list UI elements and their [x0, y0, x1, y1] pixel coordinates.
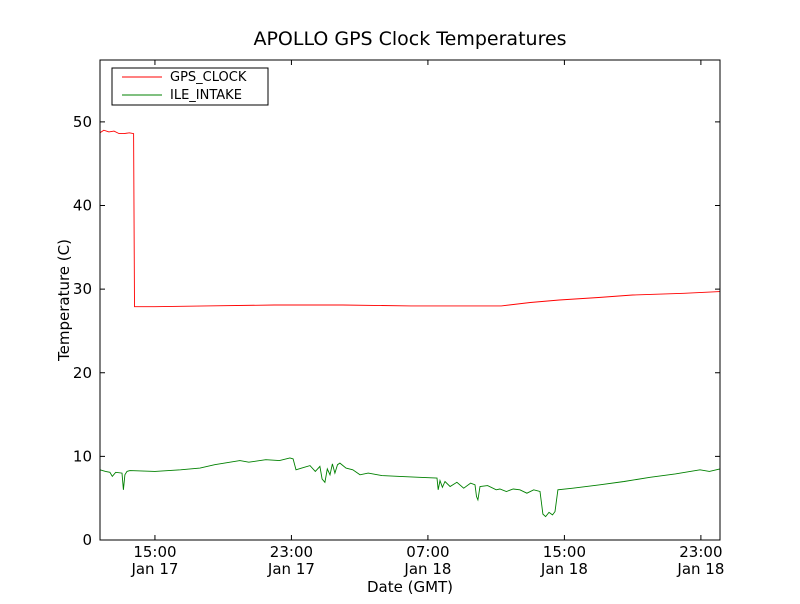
series-line-gps-clock	[99, 129, 721, 308]
x-tick-date-label: Jan 18	[540, 560, 588, 578]
legend-box	[111, 67, 269, 106]
y-tick-label: 0	[82, 531, 92, 549]
x-tick-date-label: Jan 17	[130, 560, 178, 578]
x-tick-label: 15:00	[133, 543, 176, 561]
legend-label-ile-intake: ILE_INTAKE	[170, 88, 242, 103]
y-axis-label: Temperature (C)	[55, 239, 73, 362]
legend: GPS_CLOCK ILE_INTAKE	[111, 67, 269, 106]
x-tick-label: 23:00	[679, 543, 722, 561]
y-tick-label: 30	[73, 280, 92, 298]
x-tick-date-label: Jan 18	[676, 560, 724, 578]
x-axis-label: Date (GMT)	[367, 578, 453, 596]
legend-label-gps-clock: GPS_CLOCK	[170, 70, 247, 85]
x-tick-date-label: Jan 17	[267, 560, 315, 578]
x-tick-label: 15:00	[543, 543, 586, 561]
y-tick-label: 40	[73, 197, 92, 215]
series-line-ile-intake	[99, 457, 721, 518]
y-tick-label: 20	[73, 364, 92, 382]
chart-title: APOLLO GPS Clock Temperatures	[253, 28, 566, 50]
x-tick-date-label: Jan 18	[403, 560, 451, 578]
plot-frame	[99, 59, 721, 541]
y-tick-label: 50	[73, 113, 92, 131]
x-tick-label: 07:00	[406, 543, 449, 561]
x-tick-label: 23:00	[270, 543, 313, 561]
y-tick-label: 10	[73, 447, 92, 465]
